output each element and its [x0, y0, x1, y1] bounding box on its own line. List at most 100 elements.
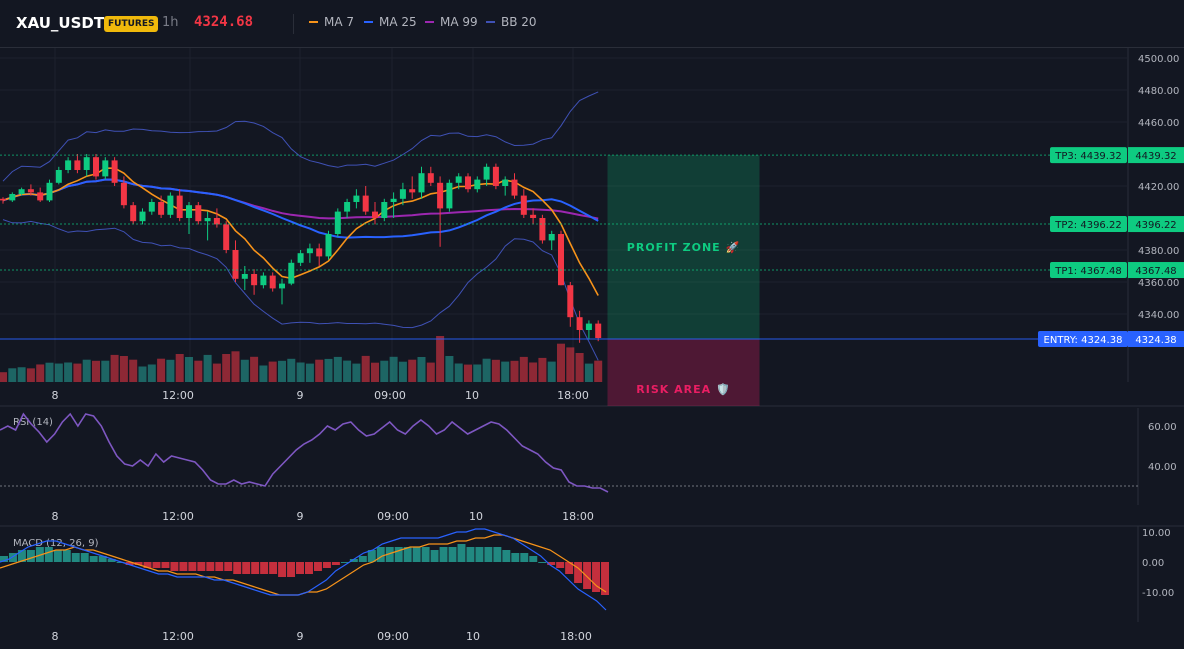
- volume-bar: [482, 358, 491, 382]
- legend-ma25[interactable]: MA 25: [364, 15, 417, 29]
- legend-bb20[interactable]: BB 20: [486, 15, 537, 29]
- candle-body: [595, 323, 602, 338]
- candle-body: [474, 179, 481, 190]
- legend-ma99[interactable]: MA 99: [425, 15, 478, 29]
- candle: [297, 250, 304, 266]
- candle: [520, 189, 527, 218]
- futures-badge: FUTURES: [104, 16, 159, 32]
- pane-frames: [0, 48, 1184, 622]
- rsi-title: RSI (14): [13, 417, 53, 428]
- time-tick: 12:00: [162, 389, 194, 402]
- volume-bar: [259, 365, 268, 382]
- candle-body: [176, 195, 183, 218]
- candle: [288, 259, 295, 286]
- candle-body: [241, 274, 248, 279]
- candle-body: [297, 253, 304, 263]
- macd-histogram-bar: [430, 550, 439, 562]
- macd-histogram-bar: [412, 547, 421, 562]
- macd-histogram-bar: [601, 562, 609, 595]
- macd-histogram-bar: [143, 562, 152, 568]
- legend-ma7-label: MA 7: [324, 15, 355, 29]
- legend-bb20-label: BB 20: [501, 15, 537, 29]
- price-tick: 4500.00: [1138, 54, 1179, 65]
- macd-tick: -10.00: [1142, 588, 1174, 599]
- candle: [148, 198, 155, 215]
- macd-histogram-bar: [358, 556, 367, 562]
- macd-histogram-bar: [376, 547, 385, 562]
- volume-bar: [333, 356, 342, 382]
- rsi-tick: 40.00: [1148, 462, 1177, 473]
- candle-body: [46, 182, 53, 201]
- candle: [427, 166, 434, 186]
- volume-bar: [417, 357, 426, 382]
- macd-tick: 10.00: [1142, 528, 1171, 539]
- candle-body: [167, 195, 174, 215]
- candle-body: [83, 157, 90, 170]
- candle: [437, 176, 444, 247]
- volume-bar: [557, 343, 565, 382]
- macd-histogram-bar: [313, 562, 322, 571]
- volume-bar: [54, 363, 63, 382]
- candle: [186, 202, 192, 234]
- volume-bar: [82, 359, 91, 382]
- level-axis-tag: [1128, 216, 1184, 233]
- macd-histogram-bar: [188, 562, 197, 571]
- volume-bar: [92, 360, 100, 382]
- volume-bar: [296, 362, 305, 382]
- macd-time-tick: 12:00: [162, 630, 194, 643]
- volume-bar: [185, 357, 193, 382]
- rsi-time-tick: 09:00: [377, 510, 409, 523]
- candle: [558, 230, 564, 286]
- candle: [353, 189, 360, 209]
- candle-body: [195, 205, 202, 222]
- volume-bar: [110, 354, 119, 382]
- volume-bar: [473, 364, 482, 382]
- candle: [567, 282, 574, 327]
- macd-tick: 0.00: [1142, 558, 1164, 569]
- candle-body: [223, 224, 230, 250]
- legend-ma7[interactable]: MA 7: [309, 15, 354, 29]
- symbol-name[interactable]: XAU_USDT: [16, 14, 105, 32]
- candle-body: [186, 205, 192, 218]
- volume-bar: [389, 356, 398, 382]
- candle-body: [65, 160, 72, 170]
- candle-body: [288, 262, 295, 284]
- level-tag: [1050, 147, 1127, 164]
- candle: [492, 163, 499, 190]
- volume-bar: [547, 361, 556, 382]
- price-tick: 4460.00: [1138, 118, 1179, 129]
- volume-bar: [231, 351, 240, 382]
- volume-bar: [519, 356, 528, 382]
- candle: [269, 272, 276, 292]
- macd-histogram-bar: [269, 562, 278, 574]
- volume-bar: [64, 362, 73, 382]
- level-axis-text: 4439.32: [1135, 151, 1176, 162]
- level-tag: [1038, 330, 1128, 347]
- candle: [474, 176, 481, 193]
- macd-histogram-bar: [547, 562, 556, 565]
- level-tag: [1050, 262, 1127, 279]
- candle: [204, 211, 211, 241]
- ma99-line: [2, 178, 599, 220]
- macd-histogram-bar: [170, 562, 179, 571]
- candle-body: [102, 160, 109, 177]
- candle: [344, 198, 351, 218]
- macd-histogram-bar: [80, 553, 89, 562]
- candle: [195, 202, 202, 225]
- macd-time-tick: 8: [52, 630, 59, 643]
- trade-levels: TP3: 4439.32 4439.32 TP2: 4396.22 4396.22 TP…: [0, 147, 1184, 347]
- profit-zone: [607, 155, 760, 339]
- candle: [279, 278, 285, 305]
- level-tag-text: ENTRY: 4324.38: [1044, 335, 1123, 346]
- candle-body: [37, 192, 44, 201]
- candle-body: [427, 173, 434, 183]
- bb-lower-line: [2, 219, 599, 361]
- level-tag-text: TP2: 4396.22: [1054, 220, 1121, 231]
- macd-histogram-bar: [331, 562, 340, 565]
- timeframe-label[interactable]: 1h: [162, 15, 179, 30]
- macd-histogram-bar: [260, 562, 269, 574]
- macd-histogram-bar: [197, 562, 206, 571]
- macd-histogram-bar: [134, 562, 143, 565]
- volume-bar: [575, 353, 584, 382]
